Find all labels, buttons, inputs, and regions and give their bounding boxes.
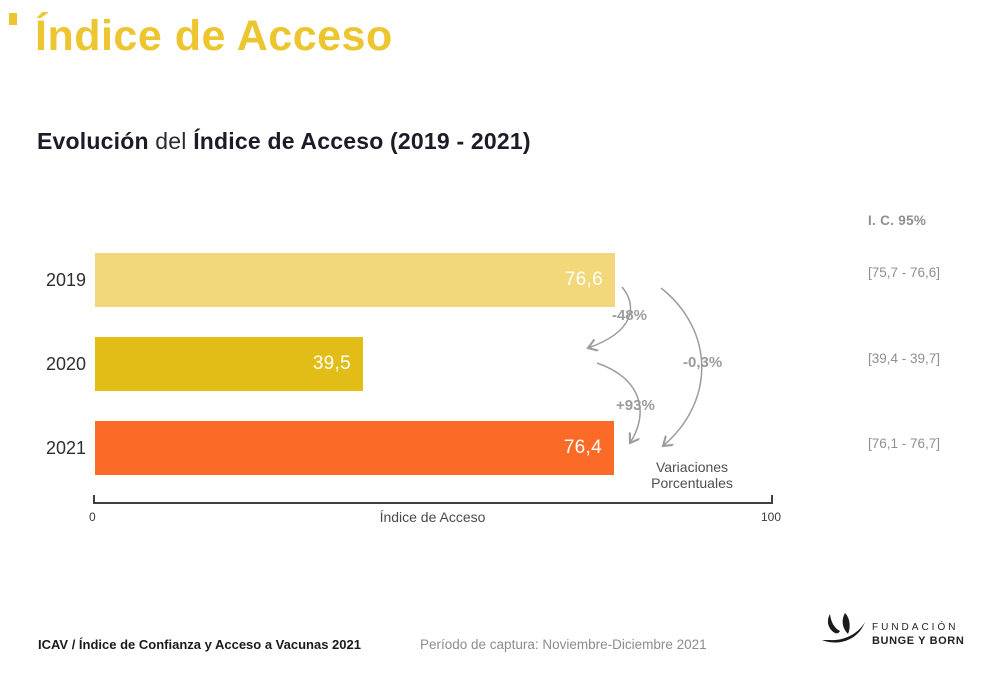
- ci-header: I. C. 95%: [868, 213, 927, 228]
- ci-value-2021: [76,1 - 76,7]: [868, 436, 941, 451]
- bar-2020: 39,5: [95, 337, 363, 391]
- x-axis-line: [93, 502, 772, 504]
- bar-value-2021: 76,4: [563, 437, 602, 458]
- category-label-2020: 2020: [45, 354, 86, 374]
- bar-2019: 76,6: [95, 253, 615, 307]
- variations-caption: Variaciones Porcentuales: [638, 459, 746, 491]
- subtitle-bold-2: Índice de Acceso (2019 - 2021): [193, 128, 531, 154]
- bird-logo-icon: [822, 613, 865, 643]
- chart-subtitle: Evolución del Índice de Acceso (2019 - 2…: [37, 128, 531, 155]
- bar-2021: 76,4: [95, 421, 614, 475]
- variation-label-48: -48%: [612, 307, 648, 324]
- variations-caption-line1: Variaciones: [655, 459, 729, 475]
- ci-value-2019: [75,7 - 76,6]: [868, 265, 941, 280]
- bar-row-2021: 2021 76,4: [0, 421, 987, 475]
- footer-period: Período de captura: Noviembre-Diciembre …: [420, 637, 707, 652]
- variations-caption-line2: Porcentuales: [651, 475, 733, 491]
- x-tick-label-0: 0: [89, 510, 96, 524]
- page-title: Índice de Acceso: [35, 12, 393, 60]
- footer-source: ICAV / Índice de Confianza y Acceso a Va…: [38, 637, 361, 652]
- variation-label-03: -0,3%: [683, 354, 723, 371]
- ci-value-2020: [39,4 - 39,7]: [868, 351, 941, 366]
- bar-row-2020: 2020 39,5: [0, 337, 987, 391]
- bar-value-2020: 39,5: [312, 353, 351, 374]
- variation-label-93: +93%: [616, 397, 655, 414]
- logo-text-bunge-y-born: BUNGE Y BORN: [872, 635, 965, 647]
- x-axis-tick-100: [771, 495, 773, 504]
- subtitle-bold-1: Evolución: [37, 128, 149, 154]
- bar-value-2019: 76,6: [564, 269, 603, 290]
- category-label-2021: 2021: [45, 438, 86, 458]
- corner-accent-square: [9, 13, 17, 25]
- category-label-2019: 2019: [45, 270, 86, 290]
- bar-row-2019: 2019 76,6: [0, 253, 987, 307]
- subtitle-regular: del: [148, 128, 194, 154]
- fundacion-bunge-y-born-logo: FUNDACIÓN BUNGE Y BORN: [820, 610, 970, 658]
- x-axis-tick-0: [93, 495, 95, 504]
- x-axis-title: Índice de Acceso: [379, 509, 486, 525]
- x-tick-label-100: 100: [761, 510, 782, 524]
- logo-text-fundacion: FUNDACIÓN: [872, 622, 959, 633]
